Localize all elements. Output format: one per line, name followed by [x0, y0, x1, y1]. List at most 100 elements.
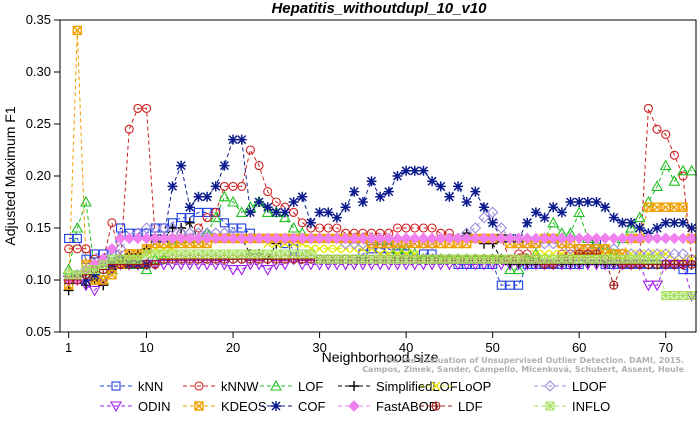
data-point-fastabod [443, 232, 456, 245]
data-point-loop [315, 244, 325, 254]
data-point-fastabod [235, 232, 248, 245]
x-tick-label: 20 [226, 340, 240, 355]
data-point-fastabod [339, 232, 352, 245]
data-point-inflo [306, 249, 316, 259]
data-point-lof [547, 216, 560, 228]
data-point-fastabod [659, 232, 672, 245]
data-point-knnw [332, 223, 342, 233]
data-point-lof [71, 221, 84, 233]
data-point-fastabod [374, 232, 386, 245]
data-point-knnw [652, 124, 662, 134]
data-point-knnw [237, 181, 247, 191]
data-point-lof [659, 159, 672, 171]
data-point-fastabod [625, 232, 637, 245]
data-point-fastabod [408, 232, 421, 245]
data-point-inflo [280, 249, 290, 259]
watermark-authors: Campos, Zimek, Sander, Campello, Micenko… [362, 365, 684, 374]
data-point-inflo [211, 249, 221, 259]
data-point-inflo [90, 265, 100, 275]
y-tick-label: 0.25 [26, 116, 51, 131]
data-point-cof [219, 160, 230, 171]
data-point-inflo [98, 259, 108, 269]
series-points-fastabod [62, 232, 697, 286]
data-point-inflo [289, 249, 299, 259]
data-point-odin [235, 265, 248, 276]
data-point-fastabod [114, 232, 127, 245]
data-point-kdeos [72, 25, 83, 36]
data-point-fastabod [305, 232, 317, 245]
legend-label: LOF [298, 379, 323, 394]
data-point-knn [237, 223, 247, 233]
legend-item-inflo: INFLO [534, 399, 610, 414]
data-point-inflo [617, 254, 627, 264]
x-tick-label: 60 [572, 340, 586, 355]
data-point-inflo [219, 249, 229, 259]
data-point-loop [323, 244, 333, 254]
data-point-inflo [600, 254, 610, 264]
legend-marker [271, 401, 281, 411]
data-point-lof [633, 211, 646, 223]
data-point-cof [236, 134, 247, 145]
data-point-lof [651, 180, 663, 191]
data-point-lof [573, 206, 586, 217]
data-point-cof [366, 176, 377, 187]
data-point-inflo [392, 254, 403, 264]
data-point-knn [375, 244, 385, 254]
data-point-fastabod [556, 232, 568, 245]
legend-item-ldof: LDOF [534, 379, 607, 394]
data-point-cof [375, 191, 386, 202]
y-axis: 0.05 0.10 0.15 0.20 0.25 0.30 0.35 [26, 12, 60, 339]
legend-label: KDEOS [221, 399, 267, 414]
data-point-knn [219, 218, 229, 228]
data-point-odin [227, 265, 239, 276]
x-tick-label: 70 [658, 340, 672, 355]
data-point-inflo [263, 249, 273, 259]
data-point-fastabod [192, 232, 205, 245]
y-tick-label: 0.10 [26, 272, 51, 287]
legend-label: INFLO [572, 399, 610, 414]
data-point-inflo [609, 254, 619, 264]
data-point-fastabod [608, 232, 620, 245]
data-point-inflo [150, 249, 160, 259]
data-point-cof [314, 207, 325, 218]
data-point-inflo [116, 254, 126, 264]
data-point-odin [88, 285, 101, 297]
data-point-knnw [202, 213, 212, 223]
data-point-knnw [107, 218, 117, 228]
data-point-cof [80, 275, 91, 285]
legend-marker [349, 381, 359, 391]
data-point-inflo [496, 254, 506, 264]
data-point-fastabod [417, 232, 430, 245]
data-point-fastabod [279, 232, 291, 245]
data-point-inflo [375, 254, 385, 264]
data-point-ldof [659, 248, 672, 260]
data-point-inflo [202, 249, 212, 259]
legend-label: kNN [138, 379, 163, 394]
data-point-fastabod [547, 232, 560, 245]
data-point-cof [678, 217, 689, 228]
data-point-knn [64, 233, 74, 243]
data-point-cof [349, 186, 360, 197]
series-points-cof [63, 134, 697, 285]
data-point-lof [590, 237, 603, 249]
data-point-fastabod [357, 232, 369, 245]
data-point-fastabod [296, 232, 309, 245]
data-point-cof [401, 165, 412, 176]
legend-label: ODIN [138, 399, 171, 414]
data-point-knn [202, 207, 212, 217]
data-point-cof [487, 217, 498, 228]
data-point-lof [218, 190, 231, 202]
legend-marker [194, 401, 204, 411]
data-point-inflo [462, 254, 472, 264]
legend-label: FastABOD [376, 399, 438, 414]
data-point-cof [305, 217, 316, 228]
data-point-cof [210, 181, 221, 192]
data-point-inflo [159, 249, 169, 259]
data-point-knnw [254, 161, 264, 171]
data-point-inflo [176, 249, 186, 259]
data-point-knnw [211, 207, 221, 217]
data-point-knnw [124, 124, 134, 134]
data-point-cof [608, 212, 619, 223]
data-point-knnw [315, 223, 325, 233]
data-point-inflo [237, 249, 247, 259]
